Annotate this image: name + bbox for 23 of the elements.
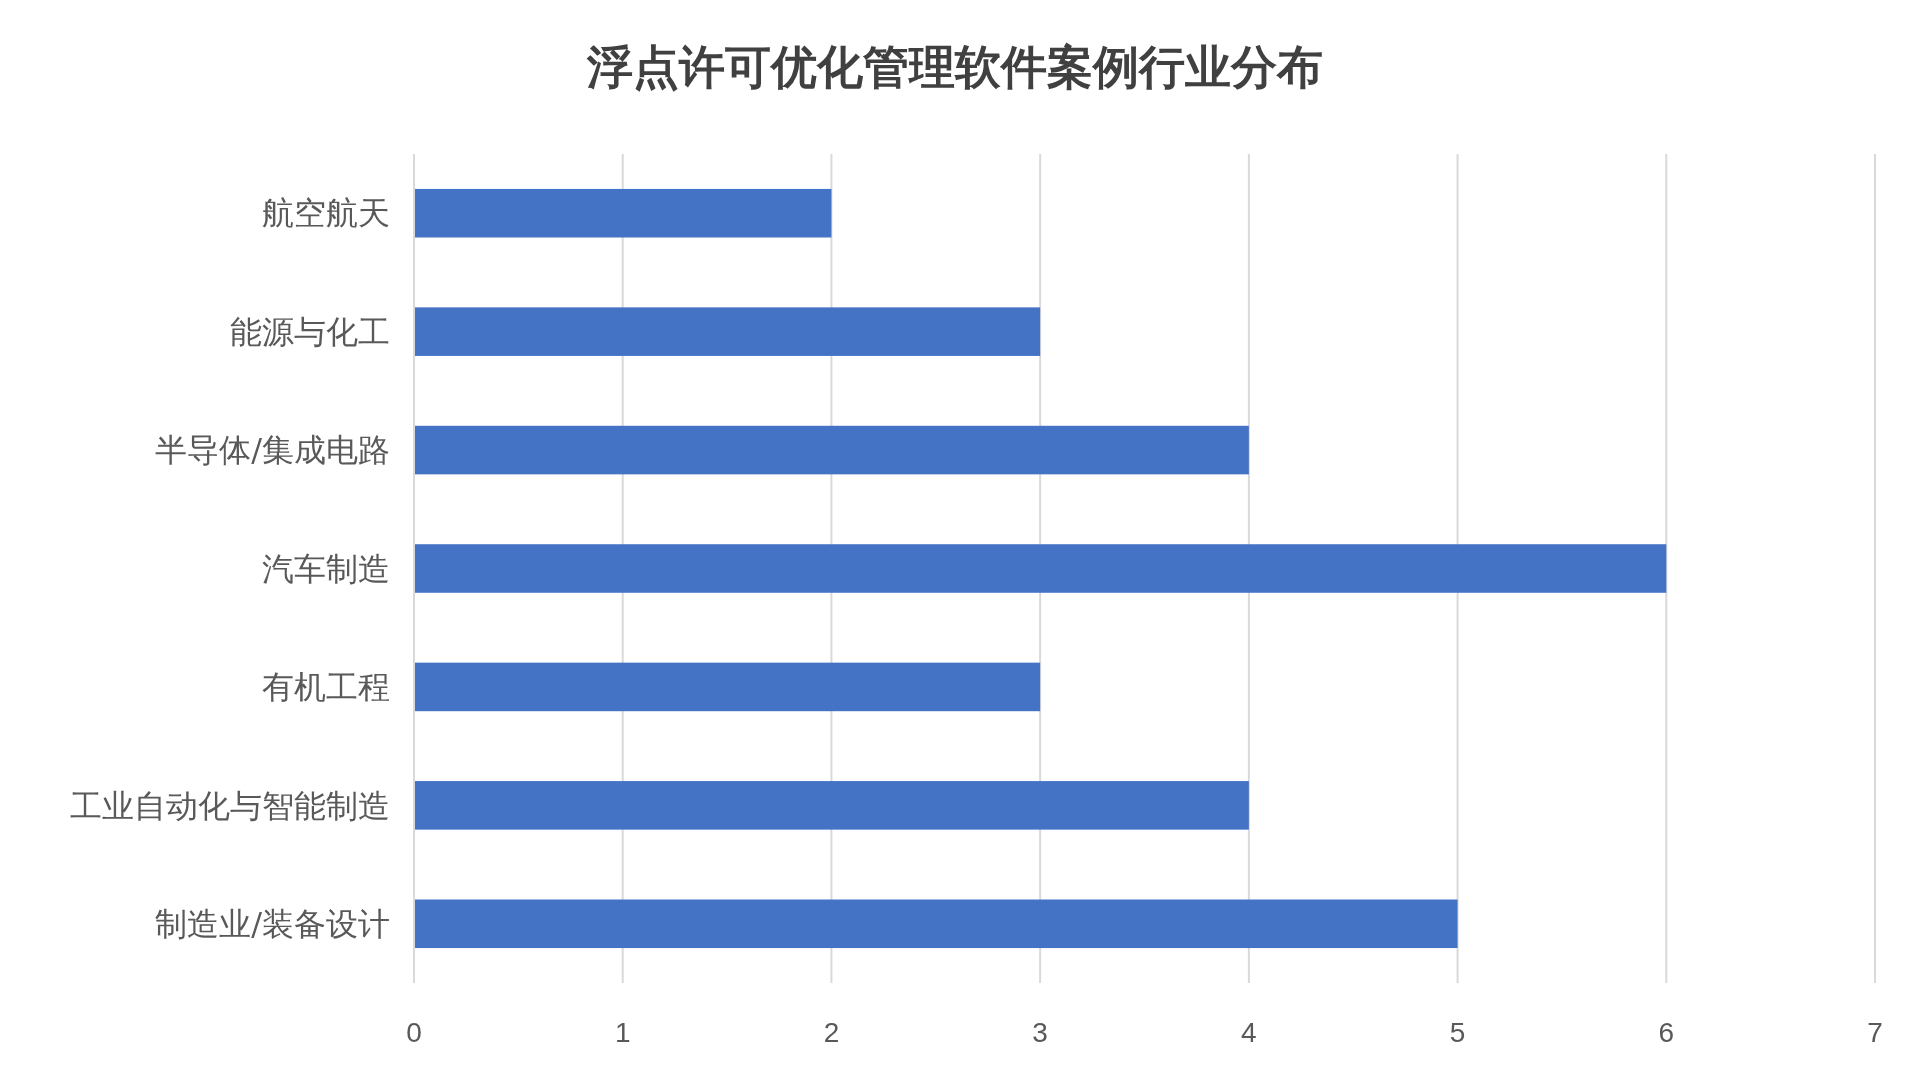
x-tick-label: 3 (1032, 1017, 1048, 1048)
bar (414, 781, 1249, 830)
y-tick-label: 有机工程 (262, 668, 390, 707)
bar (414, 425, 1249, 475)
y-tick-label: 工业自动化与智能制造 (70, 786, 390, 825)
y-tick-label: 汽车制造 (262, 549, 390, 588)
x-tick-label: 5 (1449, 1017, 1466, 1048)
y-tick-label: 半导体/集成电路 (155, 431, 390, 470)
chart-title: 浮点许可优化管理软件案例行业分布 (586, 40, 1323, 94)
y-tick-label: 航空航天 (262, 194, 390, 233)
bar (414, 662, 1041, 712)
bar (414, 307, 1041, 356)
x-tick-label: 7 (1867, 1017, 1883, 1048)
bar (414, 188, 832, 238)
x-tick-label: 2 (823, 1017, 840, 1048)
y-tick-label: 制造业/装备设计 (155, 904, 390, 943)
x-tick-label: 0 (406, 1017, 422, 1048)
x-tick-label: 6 (1658, 1017, 1675, 1048)
x-tick-label: 1 (614, 1017, 631, 1048)
y-tick-label: 能源与化工 (230, 312, 390, 351)
bar (414, 899, 1458, 949)
bar (414, 544, 1667, 593)
x-tick-label: 4 (1241, 1017, 1257, 1048)
